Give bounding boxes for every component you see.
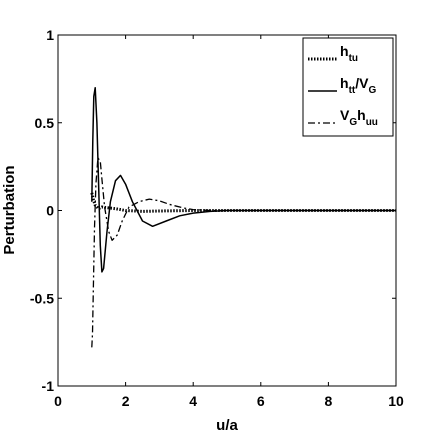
legend-label-h-tt: htt/VG (340, 75, 376, 96)
y-tick-label: -0.5 (30, 290, 54, 306)
ticks: 0 2 4 6 8 10 1 0.5 0 -0.5 -1 (30, 27, 404, 409)
y-tick-label: 1 (46, 27, 54, 43)
legend-label-vg-huu: VGhuu (340, 107, 378, 128)
y-axis-label: Perturbation (1, 165, 18, 254)
x-tick-label: 2 (122, 393, 130, 409)
x-tick-label: 8 (325, 393, 333, 409)
legend: htu htt/VG VGhuu (302, 37, 394, 137)
curves (90, 86, 396, 348)
x-tick-label: 10 (388, 393, 404, 409)
x-tick-label: 6 (257, 393, 265, 409)
x-axis-label: u/a (216, 417, 238, 434)
legend-label-h-tu: htu (340, 43, 358, 64)
y-tick-label: 0.5 (35, 115, 55, 131)
series-vg-huu-line (91, 157, 396, 348)
legend-box (302, 37, 394, 137)
x-tick-label: 0 (54, 393, 62, 409)
y-tick-label: 0 (46, 203, 54, 219)
y-tick-label: -1 (42, 378, 55, 394)
x-tick-label: 4 (189, 393, 197, 409)
